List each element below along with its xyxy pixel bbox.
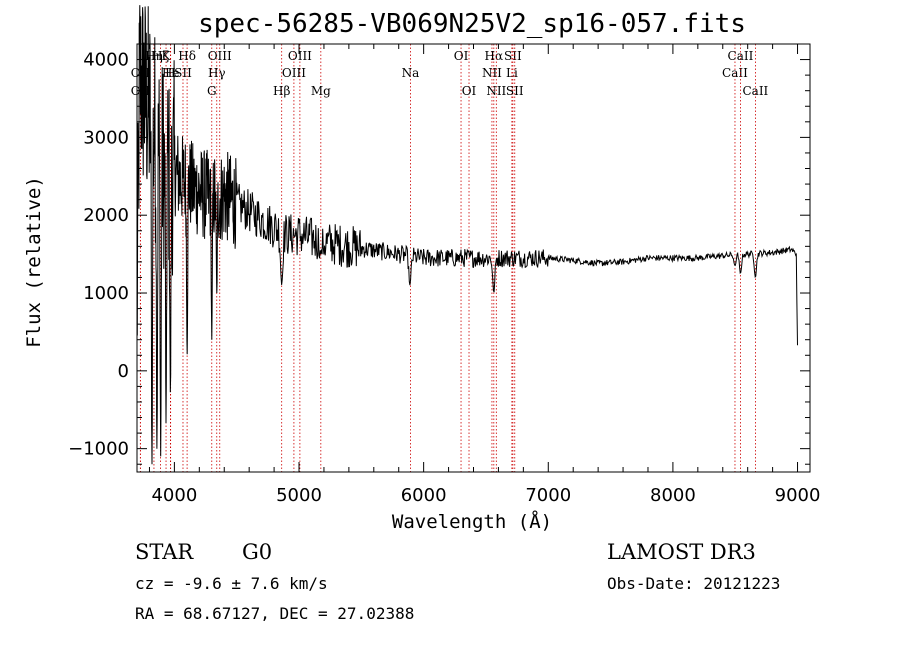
plot-frame bbox=[136, 43, 811, 473]
line-label-25: CaII bbox=[722, 66, 748, 80]
line-label-10: Hγ bbox=[208, 66, 226, 80]
x-tick-label-4000: 4000 bbox=[151, 485, 197, 506]
y-tick-label-3000: 3000 bbox=[83, 127, 129, 148]
flux-series bbox=[136, 5, 798, 465]
y-tick-label-4000: 4000 bbox=[83, 50, 129, 71]
y-axis-label: Flux (relative) bbox=[23, 176, 45, 348]
line-label-16: Na bbox=[402, 66, 420, 80]
y-tick-label--1000: −1000 bbox=[68, 439, 129, 460]
line-label-21: NII bbox=[486, 84, 506, 98]
observation-date: Obs-Date: 20121223 bbox=[607, 574, 781, 593]
x-tick-label-6000: 6000 bbox=[401, 485, 447, 506]
line-label-14: OIII bbox=[288, 49, 312, 63]
object-subclass: G0 bbox=[242, 540, 273, 564]
line-label-17: OI bbox=[454, 49, 469, 63]
flux-line bbox=[136, 5, 798, 465]
axes: 4000 5000 6000 7000 8000 9000 −1000 0 1000 2000 30… bbox=[68, 43, 821, 506]
y-tick-label-0: 0 bbox=[118, 361, 129, 382]
line-label-19: NII bbox=[482, 66, 502, 80]
line-label-24: SII bbox=[506, 84, 524, 98]
x-axis-label: Wavelength (Å) bbox=[392, 510, 552, 533]
chart-title: spec-56285-VB069N25V2_sp16-057.fits bbox=[198, 9, 746, 39]
ra-dec: RA = 68.67127, DEC = 27.02388 bbox=[135, 604, 415, 623]
line-label-8: Hδ bbox=[178, 49, 196, 63]
x-tick-label-9000: 9000 bbox=[775, 485, 821, 506]
line-label-7: SII bbox=[174, 66, 192, 80]
line-label-4: K bbox=[162, 49, 172, 63]
line-label-23: SII bbox=[504, 49, 522, 63]
line-label-18: OI bbox=[462, 84, 477, 98]
y-tick-label-1000: 1000 bbox=[83, 283, 129, 304]
x-tick-label-5000: 5000 bbox=[276, 485, 322, 506]
line-label-26: CaII bbox=[728, 49, 754, 63]
x-tick-label-7000: 7000 bbox=[525, 485, 571, 506]
object-class: STAR bbox=[135, 540, 194, 564]
line-label-22: Li bbox=[506, 66, 518, 80]
line-label-13: OIII bbox=[282, 66, 306, 80]
redshift-cz: cz = -9.6 ± 7.6 km/s bbox=[135, 574, 328, 593]
x-tick-label-8000: 8000 bbox=[650, 485, 696, 506]
line-label-11: OIII bbox=[208, 49, 232, 63]
line-label-20: Hα bbox=[485, 49, 504, 63]
line-label-12: Hβ bbox=[273, 84, 290, 98]
line-label-27: CaII bbox=[742, 84, 768, 98]
line-label-6: He bbox=[162, 66, 180, 80]
line-label-3: Hζ bbox=[152, 49, 169, 63]
line-label-9: G bbox=[207, 84, 217, 98]
line-label-15: Mg bbox=[311, 84, 331, 98]
y-tick-label-2000: 2000 bbox=[83, 205, 129, 226]
survey-name: LAMOST DR3 bbox=[607, 540, 756, 564]
